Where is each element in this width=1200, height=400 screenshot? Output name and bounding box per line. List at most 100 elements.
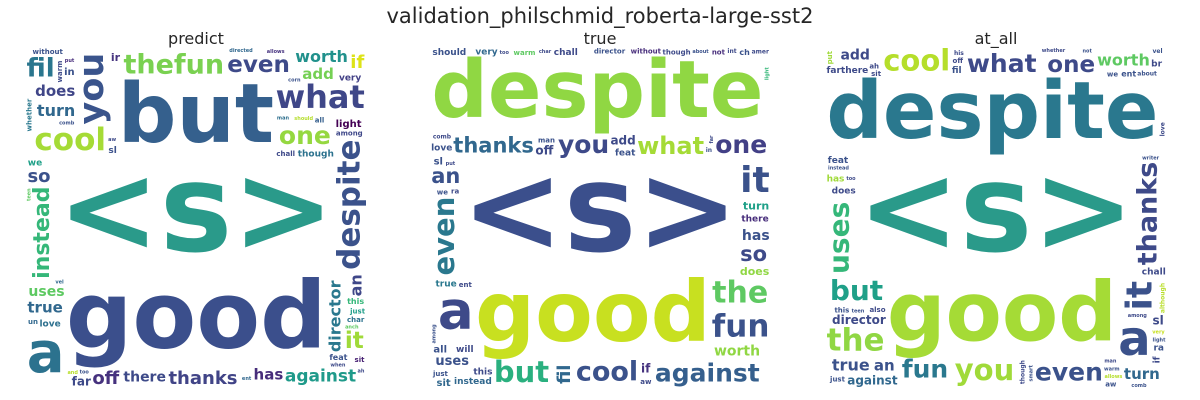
word-true-41: among bbox=[431, 324, 437, 344]
word-true-31: without bbox=[631, 48, 662, 55]
word-true-34: will bbox=[456, 345, 474, 355]
word-predict-37: far bbox=[72, 375, 91, 388]
word-predict-15: there bbox=[123, 370, 166, 386]
word-predict-19: does bbox=[35, 82, 75, 100]
word-predict-23: off bbox=[92, 368, 119, 388]
word-at-all-7: cool bbox=[883, 48, 950, 78]
word-true-17: there bbox=[741, 215, 768, 225]
word-true-84: too bbox=[500, 50, 510, 56]
word-true-38: love bbox=[431, 143, 452, 153]
word-true-37: very bbox=[475, 48, 497, 58]
word-predict-0: <s> bbox=[57, 138, 334, 280]
word-predict-34: though bbox=[298, 149, 334, 159]
word-predict-42: without bbox=[33, 48, 64, 56]
word-at-all-8: a bbox=[1118, 311, 1150, 367]
word-true-27: off bbox=[535, 144, 553, 158]
word-predict-72: when bbox=[330, 362, 346, 368]
word-predict-71: ir bbox=[111, 51, 121, 64]
word-predict-29: if bbox=[350, 52, 364, 73]
word-at-all-0: <s> bbox=[857, 138, 1134, 280]
word-predict-5: what bbox=[276, 78, 365, 116]
word-predict-11: one bbox=[279, 121, 331, 150]
word-predict-22: has bbox=[254, 366, 284, 384]
word-at-all-40: fil bbox=[952, 66, 962, 76]
word-true-36: this bbox=[473, 368, 492, 378]
word-predict-35: among bbox=[336, 130, 363, 138]
word-predict-7: even bbox=[227, 52, 290, 78]
word-at-all-33: this bbox=[834, 307, 849, 315]
wordcloud-svg-at-all: <s>good despite but what the you cool a thanks ev… bbox=[826, 48, 1166, 388]
word-true-51: just bbox=[432, 370, 449, 378]
word-true-81: in bbox=[706, 147, 712, 154]
word-predict-39: we bbox=[28, 158, 42, 168]
word-true-42: light bbox=[765, 67, 770, 81]
word-at-all-82: too bbox=[846, 176, 856, 182]
word-true-59: ch bbox=[739, 48, 750, 57]
word-true-15: worth bbox=[714, 343, 760, 359]
word-true-52: put bbox=[446, 161, 456, 167]
word-predict-48: warm bbox=[56, 61, 64, 83]
word-predict-67: teen bbox=[27, 188, 33, 201]
word-at-all-63: about bbox=[1137, 71, 1157, 78]
word-at-all-24: has bbox=[827, 175, 845, 185]
word-predict-2: despite bbox=[331, 140, 366, 270]
word-at-all-46: br bbox=[1151, 60, 1162, 70]
word-predict-13: worth bbox=[295, 48, 348, 66]
word-predict-14: uses bbox=[28, 284, 64, 300]
word-predict-25: it bbox=[345, 328, 364, 354]
word-predict-74: vel bbox=[55, 279, 64, 285]
word-true-20: instead bbox=[454, 377, 492, 387]
word-at-all-15: uses bbox=[826, 202, 856, 274]
word-at-all-67: smart bbox=[1028, 364, 1034, 381]
word-true-1: good bbox=[475, 263, 711, 361]
word-at-all-62: writer bbox=[1142, 155, 1160, 161]
word-true-4: cool bbox=[576, 356, 638, 387]
word-predict-53: un bbox=[28, 318, 38, 326]
word-true-8: even bbox=[430, 197, 461, 276]
word-at-all-30: though bbox=[1020, 360, 1027, 384]
word-at-all-42: whether bbox=[1042, 48, 1066, 54]
word-predict-64: anch bbox=[345, 325, 359, 331]
word-true-24: has bbox=[742, 228, 770, 244]
word-true-6: what bbox=[637, 132, 704, 160]
word-predict-24: so bbox=[27, 166, 50, 187]
word-at-all-73: comb bbox=[1131, 383, 1147, 388]
word-at-all-81: vel bbox=[1152, 48, 1162, 55]
word-predict-83: and bbox=[67, 370, 78, 376]
word-true-44: ra bbox=[451, 188, 459, 196]
panel-title-predict: predict bbox=[168, 29, 224, 48]
word-at-all-20: an bbox=[874, 357, 895, 375]
word-true-48: all bbox=[433, 345, 447, 356]
word-at-all-23: does bbox=[832, 186, 856, 196]
word-predict-1: good bbox=[66, 262, 327, 370]
word-at-all-36: sl bbox=[1152, 313, 1163, 327]
word-at-all-32: man bbox=[1104, 358, 1117, 364]
word-at-all-55: just bbox=[829, 375, 846, 383]
word-true-19: an bbox=[431, 164, 460, 188]
word-predict-32: this bbox=[347, 297, 364, 306]
word-true-9: thanks bbox=[453, 134, 534, 158]
word-true-18: so bbox=[740, 242, 767, 266]
word-predict-6: cool bbox=[34, 122, 106, 158]
word-at-all-27: instead bbox=[828, 166, 849, 172]
word-true-30: chall bbox=[554, 48, 578, 58]
word-true-3: but bbox=[494, 355, 549, 388]
word-predict-4: thefun bbox=[123, 49, 224, 80]
word-true-26: true bbox=[435, 280, 456, 290]
wordcloud-svg-true: <s>good despite but cool you what the even thank… bbox=[430, 48, 770, 388]
word-at-all-5: the bbox=[827, 323, 885, 359]
word-at-all-25: light bbox=[1153, 338, 1166, 344]
word-true-66: aw bbox=[640, 378, 652, 386]
panel-title-at-all: at_all bbox=[974, 29, 1018, 48]
word-predict-36: very bbox=[339, 74, 361, 84]
word-at-all-13: it bbox=[1119, 281, 1160, 311]
word-true-49: char bbox=[539, 49, 552, 55]
word-at-all-16: director bbox=[832, 313, 886, 327]
word-at-all-28: chall bbox=[1142, 267, 1166, 277]
word-at-all-51: put bbox=[826, 50, 834, 64]
word-at-all-39: if bbox=[1153, 356, 1163, 363]
word-true-25: turn bbox=[743, 200, 769, 213]
word-true-55: about bbox=[692, 49, 709, 55]
wordcloud-predict: <s> good despite but thefun what cool even thank… bbox=[26, 48, 366, 388]
word-true-29: feat bbox=[615, 149, 636, 159]
